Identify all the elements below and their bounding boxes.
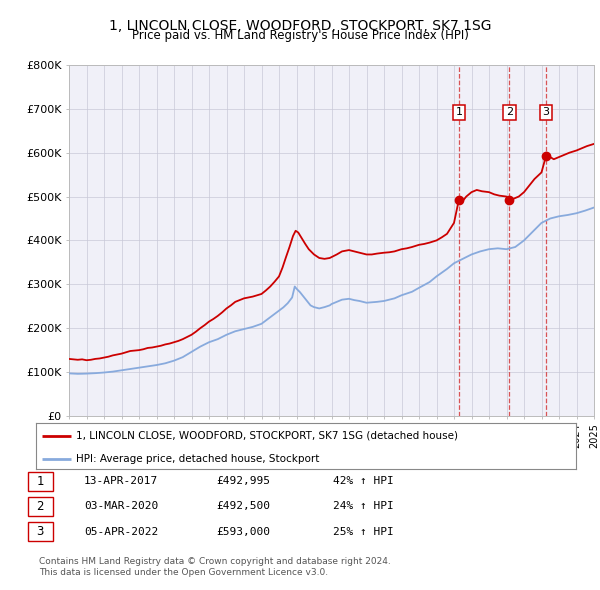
Text: 1, LINCOLN CLOSE, WOODFORD, STOCKPORT, SK7 1SG (detached house): 1, LINCOLN CLOSE, WOODFORD, STOCKPORT, S… — [77, 431, 458, 441]
Text: 24% ↑ HPI: 24% ↑ HPI — [333, 502, 394, 511]
Text: £492,995: £492,995 — [216, 477, 270, 486]
Text: Price paid vs. HM Land Registry's House Price Index (HPI): Price paid vs. HM Land Registry's House … — [131, 30, 469, 42]
Text: 42% ↑ HPI: 42% ↑ HPI — [333, 477, 394, 486]
Text: 05-APR-2022: 05-APR-2022 — [84, 527, 158, 536]
Text: This data is licensed under the Open Government Licence v3.0.: This data is licensed under the Open Gov… — [39, 568, 328, 577]
Text: 1: 1 — [455, 107, 463, 117]
Text: 1, LINCOLN CLOSE, WOODFORD, STOCKPORT, SK7 1SG: 1, LINCOLN CLOSE, WOODFORD, STOCKPORT, S… — [109, 19, 491, 33]
Text: 03-MAR-2020: 03-MAR-2020 — [84, 502, 158, 511]
Text: 13-APR-2017: 13-APR-2017 — [84, 477, 158, 486]
Text: HPI: Average price, detached house, Stockport: HPI: Average price, detached house, Stoc… — [77, 454, 320, 464]
Text: £593,000: £593,000 — [216, 527, 270, 536]
Text: 2: 2 — [37, 500, 44, 513]
Text: 1: 1 — [37, 475, 44, 488]
Text: 25% ↑ HPI: 25% ↑ HPI — [333, 527, 394, 536]
Text: £492,500: £492,500 — [216, 502, 270, 511]
Text: Contains HM Land Registry data © Crown copyright and database right 2024.: Contains HM Land Registry data © Crown c… — [39, 558, 391, 566]
Text: 3: 3 — [37, 525, 44, 538]
Text: 3: 3 — [542, 107, 550, 117]
Text: 2: 2 — [506, 107, 513, 117]
